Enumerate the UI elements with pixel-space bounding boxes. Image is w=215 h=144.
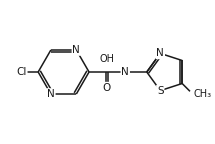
Text: S: S xyxy=(157,86,164,96)
Text: Cl: Cl xyxy=(16,67,27,77)
Text: N: N xyxy=(121,67,129,77)
Text: OH: OH xyxy=(99,54,114,64)
Text: O: O xyxy=(103,83,111,93)
Text: N: N xyxy=(47,89,55,99)
Text: CH₃: CH₃ xyxy=(194,89,212,99)
Text: N: N xyxy=(156,48,164,58)
Text: N: N xyxy=(72,45,80,55)
